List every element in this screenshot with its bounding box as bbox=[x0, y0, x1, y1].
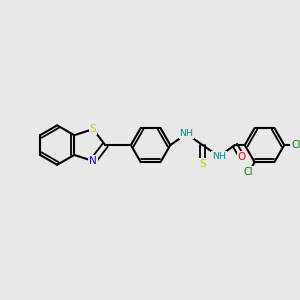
Text: NH: NH bbox=[179, 129, 194, 138]
Text: Cl: Cl bbox=[244, 167, 254, 177]
Text: S: S bbox=[90, 124, 96, 134]
Text: S: S bbox=[199, 159, 206, 169]
Text: O: O bbox=[238, 152, 246, 162]
Text: NH: NH bbox=[212, 152, 226, 161]
Text: N: N bbox=[89, 156, 97, 166]
Text: Cl: Cl bbox=[291, 140, 300, 150]
